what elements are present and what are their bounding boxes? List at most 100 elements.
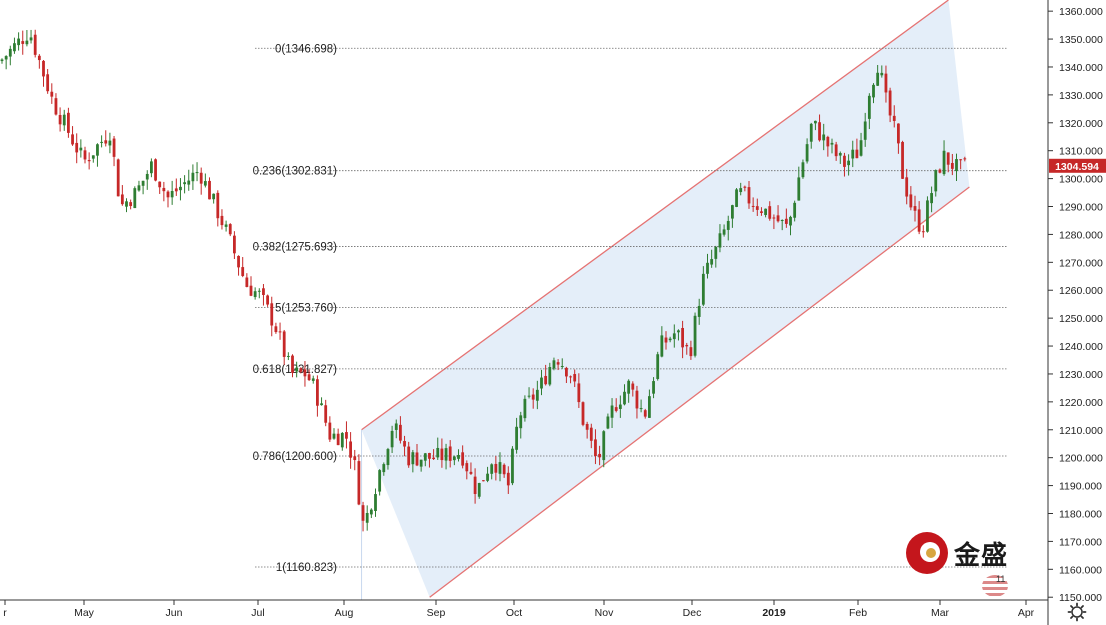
candle-body	[340, 433, 344, 448]
candle-body	[33, 34, 37, 55]
candle-body	[569, 376, 572, 378]
x-tick-label: Nov	[595, 607, 614, 619]
candle-body	[872, 84, 875, 98]
candle-body	[141, 180, 145, 186]
y-tick-label: 1190.000	[1059, 481, 1102, 493]
candle-body	[390, 430, 394, 448]
candle-body	[897, 123, 900, 144]
candle-body	[473, 476, 477, 494]
candle-body	[618, 404, 622, 409]
candle-body	[212, 193, 216, 200]
candle-body	[336, 433, 340, 446]
candle-body	[145, 173, 149, 180]
x-tick-label: Apr	[1018, 607, 1035, 619]
channel-upper-line[interactable]	[361, 0, 949, 431]
candle-body	[772, 217, 776, 219]
candle-body	[718, 233, 722, 248]
candle-body	[245, 277, 249, 287]
y-tick-label: 1270.000	[1059, 257, 1103, 269]
candle-body	[282, 331, 286, 357]
candle-body	[523, 398, 527, 419]
gear-icon[interactable]	[1067, 602, 1087, 622]
candle-body	[42, 60, 45, 77]
candle-body	[838, 153, 842, 156]
candle-body	[635, 390, 639, 409]
candle-body	[365, 512, 369, 523]
y-tick-label: 1310.000	[1059, 146, 1103, 158]
candle-body	[332, 433, 336, 439]
candle-body	[797, 177, 801, 201]
candle-body	[25, 40, 29, 45]
y-tick-label: 1340.000	[1059, 62, 1103, 74]
x-tick-label: Aug	[335, 607, 354, 619]
candle-body	[133, 188, 137, 209]
candle-body	[349, 441, 352, 458]
candle-body	[490, 464, 494, 474]
candle-body	[125, 201, 128, 207]
candle-body	[735, 189, 738, 207]
candle-body	[257, 290, 261, 292]
candle-body	[930, 193, 933, 204]
candle-body	[760, 211, 763, 213]
candle-body	[784, 218, 788, 224]
candle-body	[764, 208, 767, 215]
y-tick-label: 1240.000	[1059, 341, 1103, 353]
candle-body	[482, 480, 485, 482]
candle-body	[847, 160, 850, 166]
candle-body	[29, 37, 33, 41]
candle-body	[104, 140, 108, 144]
candle-body	[814, 120, 817, 124]
channel-lower-line[interactable]	[429, 186, 970, 598]
candle-body	[129, 202, 133, 207]
candle-body	[100, 141, 103, 143]
candle-body	[253, 291, 257, 298]
candle-body	[415, 452, 419, 466]
candle-body	[938, 169, 942, 173]
candle-body	[411, 452, 415, 465]
candle-body	[822, 134, 826, 141]
candle-body	[660, 335, 664, 357]
candle-body	[602, 431, 606, 461]
candle-body	[552, 360, 556, 369]
candle-body	[685, 344, 689, 347]
fibonacci-levels: 0(1346.698) 0.236(1302.831) 0.382(1275.693…	[253, 43, 1008, 574]
candle-body	[888, 90, 892, 116]
candle-body	[266, 295, 269, 305]
candle-body	[710, 259, 714, 265]
flag-badge-text: 11	[996, 574, 1006, 584]
candle-body	[436, 447, 440, 458]
candle-body	[382, 464, 386, 473]
candle-body	[805, 144, 809, 162]
y-tick-label: 1260.000	[1059, 285, 1103, 297]
y-tick-label: 1200.000	[1059, 453, 1103, 465]
y-tick-label: 1220.000	[1059, 397, 1103, 409]
candle-body	[419, 459, 423, 467]
candle-body	[834, 144, 838, 157]
candle-body	[87, 160, 91, 162]
candle-body	[299, 368, 303, 372]
candle-body	[494, 463, 498, 473]
y-tick-label: 1250.000	[1059, 313, 1103, 325]
candle-body	[191, 172, 195, 182]
candle-body	[158, 181, 162, 188]
candle-body	[884, 73, 888, 93]
candle-body	[75, 142, 79, 153]
candle-body	[502, 464, 506, 475]
candle-body	[560, 366, 564, 368]
candle-body	[477, 483, 481, 497]
candle-body	[311, 378, 315, 381]
candle-body	[614, 407, 618, 411]
candle-body	[13, 43, 16, 52]
candle-body	[527, 395, 531, 397]
candle-body	[515, 426, 518, 450]
candle-body	[540, 377, 543, 389]
candle-body	[913, 206, 917, 211]
candle-body	[963, 158, 967, 160]
candle-body	[950, 163, 954, 169]
candle-body	[407, 446, 411, 466]
brand-logo-mark	[906, 532, 948, 574]
candle-body	[469, 471, 473, 474]
candle-body	[606, 416, 610, 429]
